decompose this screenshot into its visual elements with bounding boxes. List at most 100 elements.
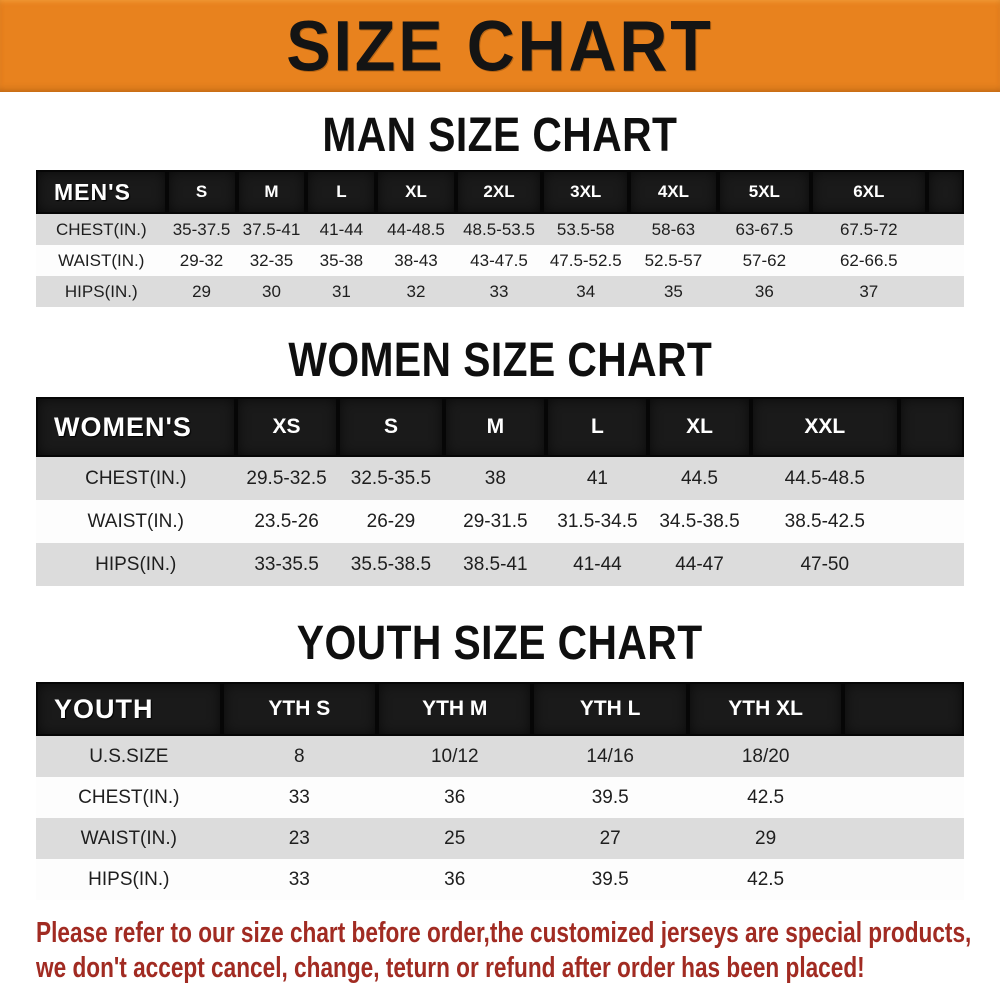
size-value-cell: 18/20 bbox=[741, 745, 790, 767]
size-column-header: YTH XL bbox=[687, 682, 844, 736]
measurement-row: CHEST(IN.) 29.5-32.5 32.5-35.5 38 41 44.5 44.5… bbox=[36, 457, 964, 500]
size-value-cell: 62-66.5 bbox=[839, 250, 898, 270]
header-filler-cell bbox=[899, 397, 964, 457]
row-filler-cell bbox=[899, 543, 964, 586]
size-value-cell: 34 bbox=[576, 281, 596, 301]
row-label: WAIST(IN.) bbox=[58, 250, 145, 270]
banner-title: SIZE CHART bbox=[286, 6, 714, 86]
size-column-header: XL bbox=[376, 170, 456, 214]
size-column-header: 3XL bbox=[542, 170, 630, 214]
banner: SIZE CHART bbox=[0, 0, 1000, 92]
row-label: HIPS(IN.) bbox=[88, 868, 170, 890]
size-column-header: XS bbox=[235, 397, 338, 457]
size-value-cell: 42.5 bbox=[747, 786, 785, 808]
size-value-cell: 29 bbox=[755, 827, 777, 849]
size-value-cell: 34.5-38.5 bbox=[659, 510, 740, 532]
size-value-cell: 39.5 bbox=[591, 786, 629, 808]
men-section-title: MAN SIZE CHART bbox=[0, 112, 1000, 160]
size-value-cell: 35-37.5 bbox=[172, 219, 231, 239]
size-value-cell: 29-32 bbox=[179, 250, 224, 270]
note-line-2: we don't accept cancel, change, teturn o… bbox=[36, 952, 865, 984]
size-value-cell: 33-35.5 bbox=[254, 553, 319, 575]
size-value-cell: 53.5-58 bbox=[556, 219, 615, 239]
measurement-row: WAIST(IN.) 23 25 27 29 bbox=[36, 818, 964, 859]
size-value-cell: 63-67.5 bbox=[735, 219, 794, 239]
size-value-cell: 47-50 bbox=[800, 553, 850, 575]
size-value-cell: 23 bbox=[288, 827, 310, 849]
size-value-cell: 36 bbox=[444, 786, 466, 808]
size-value-cell: 8 bbox=[294, 745, 305, 767]
size-column-header: 4XL bbox=[629, 170, 718, 214]
size-value-cell: 58-63 bbox=[651, 219, 696, 239]
header-filler-cell bbox=[843, 682, 964, 736]
row-filler-cell bbox=[927, 214, 964, 245]
row-label: WAIST(IN.) bbox=[87, 510, 184, 532]
row-label: HIPS(IN.) bbox=[64, 281, 138, 301]
size-value-cell: 30 bbox=[262, 281, 281, 301]
size-value-cell: 25 bbox=[444, 827, 466, 849]
size-value-cell: 38.5-42.5 bbox=[784, 510, 865, 532]
size-value-cell: 29.5-32.5 bbox=[246, 467, 327, 489]
size-value-cell: 48.5-53.5 bbox=[463, 219, 535, 239]
size-value-cell: 26-29 bbox=[366, 510, 416, 532]
size-value-cell: 57-62 bbox=[742, 250, 787, 270]
measurement-row: WAIST(IN.) 29-32 32-35 35-38 38-43 43-47.5 47.… bbox=[36, 245, 964, 276]
size-value-cell: 41-44 bbox=[319, 219, 364, 239]
size-value-cell: 35.5-38.5 bbox=[350, 553, 432, 575]
row-filler-cell bbox=[843, 736, 964, 777]
men-size-section: MAN SIZE CHART MEN'S S M L XL 2XL 3XL 4XL 5XL 6XL… bbox=[0, 112, 1000, 307]
youth-size-table: YOUTH YTH S YTH M YTH L YTH XL U.S.SIZE 8 10/12… bbox=[36, 682, 964, 900]
row-filler-cell bbox=[899, 500, 964, 543]
row-label: CHEST(IN.) bbox=[85, 467, 187, 489]
size-value-cell: 27 bbox=[599, 827, 621, 849]
size-column-header: 6XL bbox=[810, 170, 927, 214]
measurement-row: U.S.SIZE 8 10/12 14/16 18/20 bbox=[36, 736, 964, 777]
size-column-header: 2XL bbox=[455, 170, 543, 214]
size-value-cell: 31 bbox=[331, 281, 351, 301]
men-section-title-text: MAN SIZE CHART bbox=[322, 109, 678, 162]
size-column-header: XL bbox=[648, 397, 751, 457]
measurement-row: HIPS(IN.) 33-35.5 35.5-38.5 38.5-41 41-44 44-… bbox=[36, 543, 964, 586]
size-value-cell: 36 bbox=[444, 868, 466, 890]
size-value-cell: 35 bbox=[663, 281, 683, 301]
men-size-table: MEN'S S M L XL 2XL 3XL 4XL 5XL 6XL CHEST(IN.) 35-37… bbox=[36, 170, 964, 307]
size-value-cell: 52.5-57 bbox=[644, 250, 703, 270]
size-value-cell: 47.5-52.5 bbox=[549, 250, 622, 270]
size-value-cell: 42.5 bbox=[747, 868, 785, 890]
row-filler-cell bbox=[843, 859, 964, 900]
size-value-cell: 29-31.5 bbox=[463, 510, 528, 532]
size-value-cell: 37.5-41 bbox=[242, 219, 301, 239]
disclaimer-note: Please refer to our size chart before or… bbox=[36, 916, 1000, 986]
size-value-cell: 33 bbox=[288, 868, 310, 890]
size-value-cell: 37 bbox=[859, 281, 879, 301]
table-header-row: YOUTH YTH S YTH M YTH L YTH XL bbox=[36, 682, 964, 736]
row-label: CHEST(IN.) bbox=[55, 219, 147, 239]
size-value-cell: 10/12 bbox=[430, 745, 479, 767]
size-value-cell: 41 bbox=[586, 467, 608, 489]
measurement-row: HIPS(IN.) 33 36 39.5 42.5 bbox=[36, 859, 964, 900]
size-column-header: XXL bbox=[750, 397, 900, 457]
women-section-title-text: WOMEN SIZE CHART bbox=[288, 334, 712, 387]
size-value-cell: 44.5-48.5 bbox=[784, 467, 865, 489]
size-value-cell: 39.5 bbox=[591, 868, 629, 890]
size-value-cell: 32 bbox=[406, 281, 426, 301]
size-value-cell: 14/16 bbox=[586, 745, 634, 767]
size-column-header: M bbox=[444, 397, 547, 457]
size-value-cell: 38.5-41 bbox=[463, 553, 528, 575]
size-value-cell: 23.5-26 bbox=[254, 510, 319, 532]
table-header-row: MEN'S S M L XL 2XL 3XL 4XL 5XL 6XL bbox=[36, 170, 964, 214]
size-column-header: 5XL bbox=[717, 170, 811, 214]
measurement-row: CHEST(IN.) 33 36 39.5 42.5 bbox=[36, 777, 964, 818]
size-value-cell: 38 bbox=[484, 467, 506, 489]
size-value-cell: 43-47.5 bbox=[470, 250, 528, 270]
row-filler-cell bbox=[927, 245, 964, 276]
size-column-header: S bbox=[337, 397, 445, 457]
size-value-cell: 44.5 bbox=[681, 467, 718, 489]
size-column-header: YTH M bbox=[377, 682, 533, 736]
measurement-row: CHEST(IN.) 35-37.5 37.5-41 41-44 44-48.5 48.5… bbox=[36, 214, 964, 245]
youth-size-section: YOUTH SIZE CHART YOUTH YTH S YTH M YTH L YTH… bbox=[0, 620, 1000, 900]
note-line-1: Please refer to our size chart before or… bbox=[36, 917, 972, 949]
size-value-cell: 32.5-35.5 bbox=[350, 467, 432, 489]
size-column-header: M bbox=[236, 170, 307, 214]
